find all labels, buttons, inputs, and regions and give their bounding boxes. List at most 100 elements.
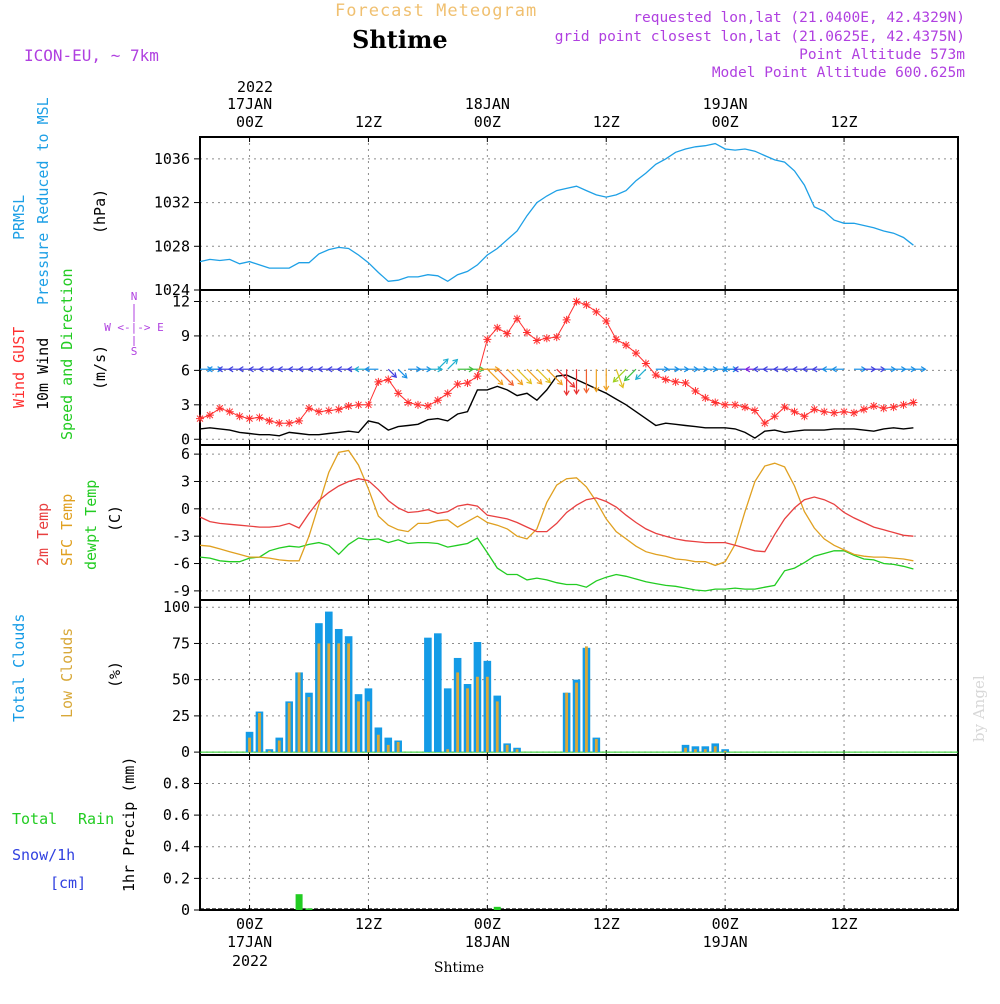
wind-direction-arrow — [516, 368, 532, 384]
wind-arrow-head — [257, 366, 264, 373]
y-tick-label: 0 — [181, 901, 190, 919]
y-tick-label: 0.8 — [163, 774, 190, 792]
wind-direction-arrow — [506, 368, 523, 385]
gust-marker — [334, 405, 343, 414]
model-altitude: Model Point Altitude 600.625m — [712, 65, 965, 81]
y-tick-label: 25 — [172, 707, 190, 725]
gust-marker — [740, 403, 749, 412]
point-altitude: Point Altitude 573m — [799, 47, 965, 63]
low-cloud-bar — [713, 746, 717, 753]
wind-arrow-head — [508, 380, 515, 387]
gust-marker — [582, 300, 591, 309]
top-hour-label: 12Z — [593, 113, 620, 131]
total-cloud-bar — [424, 637, 432, 753]
wind-arrow-head — [307, 366, 314, 373]
low-cloud-bar — [684, 747, 687, 753]
y-tick-label: -9 — [172, 582, 190, 600]
y-tick-label: 1028 — [154, 237, 190, 255]
gust-marker — [285, 419, 294, 428]
wind-arrow-head — [801, 366, 808, 373]
wind-arrow-head — [831, 366, 837, 373]
top-hour-label: 00Z — [474, 113, 501, 131]
y-tick-label: 50 — [172, 671, 190, 689]
wind-arrow-head — [557, 379, 563, 386]
gust-marker — [314, 407, 323, 416]
gust-marker — [909, 398, 918, 407]
top-date-label: 18JAN — [465, 95, 510, 113]
gust-marker — [622, 341, 631, 350]
wind-arrow-head — [227, 366, 234, 373]
gust-marker — [681, 379, 690, 387]
gust-marker — [215, 404, 224, 413]
low-cloud-bar — [337, 643, 341, 753]
low-cloud-bar — [723, 750, 727, 753]
low-cloud-bar — [495, 701, 499, 753]
top-hour-label: 00Z — [236, 113, 263, 131]
gust-marker — [790, 407, 799, 416]
y-tick-label: -3 — [172, 527, 190, 545]
wind-direction-arrow — [615, 369, 624, 388]
low-cloud-bar — [307, 697, 311, 753]
wind-arrow-head — [583, 388, 590, 394]
rain-bar — [305, 908, 313, 910]
gust-marker — [295, 416, 304, 425]
gust-marker — [394, 389, 403, 398]
gust-marker — [849, 408, 858, 417]
gust-marker — [691, 387, 700, 396]
low-cloud-bar — [505, 744, 509, 753]
wind-arrow-head — [346, 366, 353, 373]
y-tick-label: 0 — [181, 743, 190, 761]
wind-arrow-head — [206, 366, 213, 373]
y-tick-label: -6 — [172, 555, 190, 573]
wind-arrow-head — [782, 366, 789, 373]
temp-2m-line — [199, 478, 914, 553]
gust-marker — [542, 334, 551, 343]
bottom-hour-label: 12Z — [593, 915, 620, 933]
wind-arrow-head — [563, 390, 570, 397]
gust-marker — [602, 317, 611, 325]
gust-marker — [889, 403, 898, 412]
compass-n-label: N — [131, 290, 138, 303]
precip-panel: 0 0.2 0.4 0.6 0.8 — [163, 754, 959, 919]
wind-direction-arrow — [397, 368, 408, 379]
wind-arrow-head — [821, 366, 828, 373]
gust-marker — [205, 411, 214, 420]
precip-snow-unit: [cm] — [50, 874, 86, 892]
y-tick-label: 3 — [181, 472, 190, 490]
low-cloud-bar — [258, 712, 261, 753]
low-cloud-bar — [327, 643, 331, 753]
gust-marker — [453, 380, 462, 389]
wind-arrow-head — [811, 366, 818, 373]
wind-direction-arrow — [437, 358, 449, 370]
rain-bar — [493, 906, 501, 910]
y-tick-label: 6 — [181, 361, 190, 379]
wind-arrow-head — [268, 366, 274, 373]
y-tick-label: 1032 — [154, 194, 190, 212]
gust-marker — [463, 379, 472, 387]
low-cloud-bar — [317, 643, 321, 753]
bottom-hour-label: 00Z — [474, 915, 501, 933]
gust-marker — [572, 297, 581, 306]
low-cloud-bar — [585, 646, 588, 753]
station-title: Shtime — [352, 25, 448, 54]
gust-marker — [820, 407, 829, 416]
gust-marker — [374, 377, 383, 386]
wind-arrow-head — [277, 366, 283, 373]
gust-marker — [731, 400, 740, 409]
clouds-total-label: Total Clouds — [10, 614, 28, 722]
wind-direction-arrow — [526, 368, 543, 385]
wind-gust-label: Wind GUST — [10, 327, 28, 408]
pressure-line — [199, 142, 914, 283]
wind-arrow-head — [517, 379, 524, 386]
precip-rain-label: Rain — [78, 810, 114, 828]
total-cloud-bar — [434, 633, 442, 753]
wind-direction-arrow — [447, 359, 458, 370]
wind-direction-arrow — [613, 368, 627, 383]
gust-marker — [513, 314, 522, 323]
bottom-date-label: 18JAN — [465, 933, 510, 951]
gust-marker — [562, 315, 571, 324]
wind-arrow-head — [920, 366, 927, 373]
low-cloud-bar — [267, 750, 271, 753]
gust-marker — [592, 307, 601, 316]
